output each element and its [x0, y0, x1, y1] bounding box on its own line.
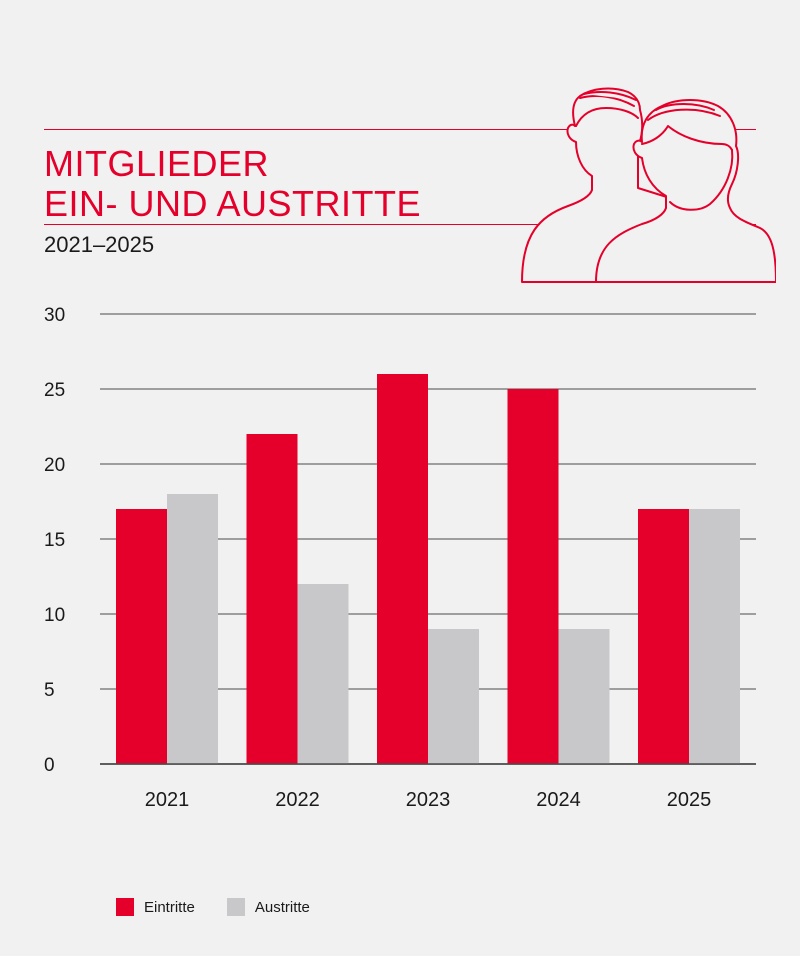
y-tick-label: 0	[44, 755, 55, 776]
legend-swatch-austritte	[226, 898, 245, 916]
bar-eintritte-2022	[246, 434, 298, 764]
x-tick-label: 2022	[275, 789, 320, 811]
bar-austritte-2025	[689, 509, 740, 764]
y-tick-label: 15	[44, 530, 65, 551]
x-tick-label: 2024	[536, 789, 581, 811]
chart-title: MITGLIEDER EIN- UND AUSTRITTE	[44, 144, 421, 224]
people-icon	[521, 87, 776, 283]
bar-eintritte-2025	[638, 509, 689, 764]
header-rule-top	[44, 129, 756, 130]
bar-eintritte-2023	[377, 374, 428, 764]
chart-subtitle: 2021–2025	[44, 232, 155, 257]
legend-label-eintritte: Eintritte	[144, 898, 195, 916]
bar-austritte-2022	[297, 584, 349, 764]
bar-eintritte-2021	[116, 509, 167, 764]
x-tick-label: 2023	[406, 789, 451, 811]
bar-austritte-2023	[428, 629, 479, 764]
y-tick-label: 25	[44, 380, 65, 401]
x-tick-label: 2021	[145, 789, 190, 811]
header-rule-bottom	[44, 224, 756, 225]
legend-item-austritte: Austritte	[226, 898, 310, 916]
bar-eintritte-2024	[507, 389, 559, 764]
y-tick-label: 10	[44, 605, 65, 626]
legend-swatch-eintritte	[116, 898, 134, 916]
chart-title-line-1: MITGLIEDER	[44, 143, 270, 184]
x-tick-label: 2025	[667, 789, 712, 811]
chart-title-line-2: EIN- UND AUSTRITTE	[44, 183, 422, 224]
chart-legend: Eintritte Austritte	[116, 898, 342, 916]
y-tick-label: 30	[44, 305, 65, 326]
y-tick-label: 20	[44, 455, 65, 476]
legend-label-austritte: Austritte	[254, 898, 310, 916]
legend-item-eintritte: Eintritte	[116, 898, 195, 916]
bar-austritte-2021	[167, 494, 218, 764]
bar-austritte-2024	[558, 629, 610, 764]
y-tick-label: 5	[44, 680, 55, 701]
